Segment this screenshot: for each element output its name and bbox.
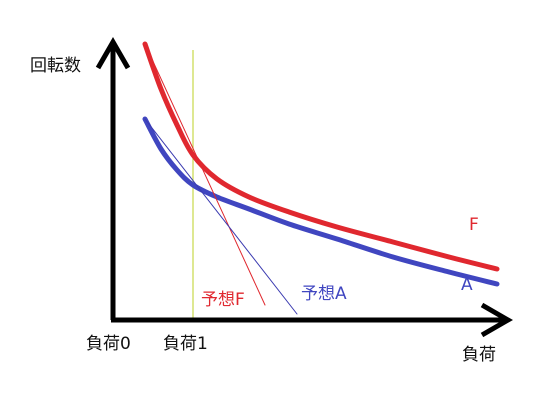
x-axis-arrowhead [480,302,514,338]
annotation-label-2: 予想F [201,290,245,310]
annotation-label-3: 予想A [301,284,347,304]
series-line-2 [144,43,266,306]
y-axis-label: 回転数 [30,56,81,76]
annotation-label-0: F [469,215,479,235]
series-line-3 [144,118,298,315]
x-tick-label-0: 負荷0 [86,334,131,354]
y-axis-arrowhead [95,36,131,70]
series-line-0 [142,41,500,272]
x-tick-label-1: 負荷1 [163,334,208,354]
annotation-label-1: A [461,275,473,295]
x-axis-label: 負荷 [462,345,496,365]
series-line-1 [142,116,500,287]
